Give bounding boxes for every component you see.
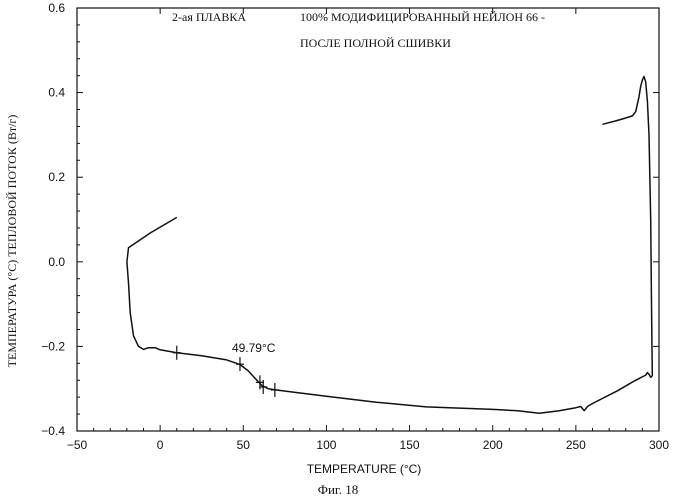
dsc-curve-2 — [603, 77, 653, 377]
x-tick-label: 200 — [483, 438, 503, 452]
chart-title-left: 2-ая ПЛАВКА — [172, 10, 246, 24]
x-tick-label: 100 — [316, 438, 336, 452]
y-tick-label: 0.0 — [48, 255, 65, 269]
plot-lines — [127, 77, 652, 414]
x-tick-label: 250 — [566, 438, 586, 452]
chart-title-line1: 100% МОДИФИЦИРОВАННЫЙ НЕЙЛОН 66 - — [300, 10, 545, 24]
y-tick-label: −0.4 — [41, 424, 65, 438]
chart-title-line2: ПОСЛЕ ПОЛНОЙ СШИВКИ — [300, 36, 451, 50]
y-tick-label: 0.4 — [48, 86, 65, 100]
plot-frame — [77, 8, 659, 431]
x-tick-label: 0 — [157, 438, 164, 452]
y-tick-label: 0.2 — [48, 170, 65, 184]
x-tick-label: 300 — [649, 438, 669, 452]
x-tick-label: −50 — [67, 438, 88, 452]
y-axis-label: ТЕМПЕРАТУРА (°C) ТЕПЛОВОЙ ПОТОК (Вт/г) — [5, 115, 19, 368]
temperature-annotation: 49.79°C — [232, 341, 276, 355]
x-tick-label: 50 — [237, 438, 251, 452]
figure-caption: Фиг. 18 — [318, 482, 359, 497]
y-tick-label: 0.6 — [48, 1, 65, 15]
dsc-curve-1 — [127, 217, 652, 413]
y-tick-label: −0.2 — [41, 339, 65, 353]
x-tick-label: 150 — [400, 438, 420, 452]
x-axis-label: TEMPERATURE (°C) — [307, 462, 422, 476]
axes: −50 0 50 100 150 200 250 300 −0.4 −0.2 0.0 0.2 0.4 0.… — [41, 1, 669, 452]
